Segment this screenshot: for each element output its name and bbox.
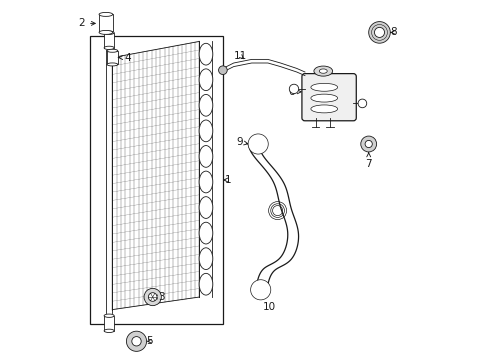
Ellipse shape [199,94,212,116]
Bar [104,316,114,331]
Circle shape [374,27,384,37]
Ellipse shape [310,105,337,113]
Text: 5: 5 [145,336,152,346]
Ellipse shape [104,46,114,50]
Circle shape [148,293,157,301]
Bar [107,51,118,64]
Ellipse shape [199,248,212,270]
Text: 2: 2 [78,18,95,28]
Ellipse shape [107,49,118,52]
Ellipse shape [199,43,212,65]
Circle shape [144,288,161,306]
Text: 4: 4 [118,53,131,63]
Ellipse shape [199,222,212,244]
Ellipse shape [199,171,212,193]
Circle shape [368,22,389,43]
Ellipse shape [99,12,113,16]
Bar [104,33,114,48]
Ellipse shape [104,314,114,318]
Ellipse shape [104,329,114,333]
FancyBboxPatch shape [301,74,356,121]
Text: 8: 8 [390,27,396,37]
Ellipse shape [107,63,118,66]
Circle shape [365,140,371,148]
Text: 11: 11 [233,51,246,61]
Text: 10: 10 [262,293,275,312]
Text: 7: 7 [365,153,371,169]
Circle shape [218,66,227,75]
Circle shape [360,136,376,152]
Ellipse shape [313,66,332,76]
Ellipse shape [104,31,114,35]
Ellipse shape [319,69,326,73]
Circle shape [126,331,146,351]
Circle shape [289,84,298,94]
Ellipse shape [199,145,212,167]
Circle shape [250,280,270,300]
Ellipse shape [99,30,113,34]
Circle shape [132,337,141,346]
Ellipse shape [310,94,337,102]
Text: 3: 3 [153,292,164,302]
Circle shape [247,134,268,154]
Text: 6: 6 [287,87,301,97]
Ellipse shape [199,69,212,91]
Text: 9: 9 [236,137,247,147]
Ellipse shape [310,84,337,91]
Ellipse shape [199,120,212,142]
Circle shape [357,99,366,108]
Text: 1: 1 [224,175,231,185]
Bar [89,36,223,324]
Bar [99,14,113,32]
Ellipse shape [199,197,212,219]
Ellipse shape [199,273,212,295]
